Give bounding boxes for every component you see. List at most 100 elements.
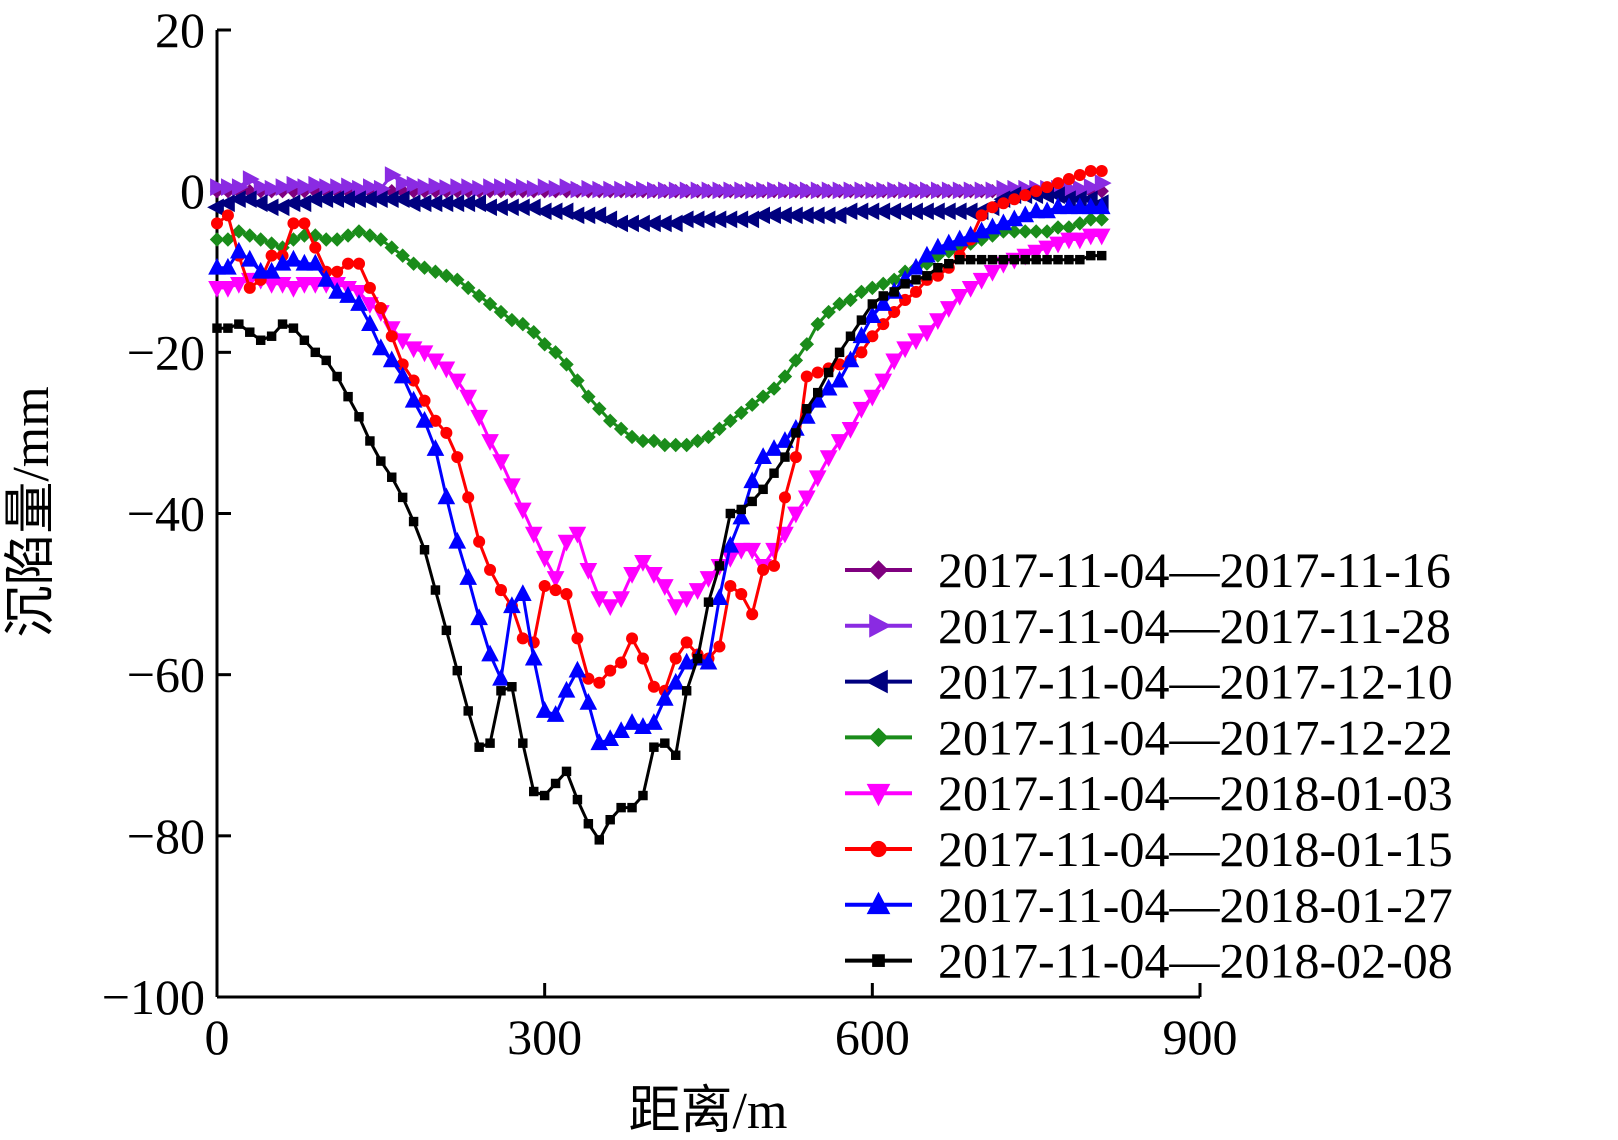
data-point	[950, 289, 969, 306]
data-point	[965, 254, 976, 265]
data-point	[231, 178, 249, 196]
x-tick-label: 0	[205, 1009, 230, 1065]
legend-entry: 2017-11-04—2018-01-15	[845, 821, 1453, 877]
data-point	[503, 596, 521, 614]
data-point	[362, 228, 378, 243]
data-point	[603, 180, 621, 199]
data-point	[1081, 228, 1100, 246]
data-point	[832, 296, 847, 312]
data-point	[550, 778, 561, 789]
data-point	[671, 750, 681, 760]
data-point	[701, 181, 719, 200]
legend-swatch-marker	[869, 613, 892, 638]
data-point	[1050, 220, 1066, 235]
data-point	[481, 644, 499, 662]
data-point	[983, 264, 1002, 282]
data-point	[339, 286, 357, 303]
data-point	[780, 452, 790, 462]
data-point	[471, 288, 487, 304]
data-point	[568, 660, 587, 678]
data-point	[404, 390, 423, 408]
data-point	[494, 584, 508, 597]
data-point	[876, 276, 891, 292]
data-point	[408, 516, 419, 527]
data-point	[1042, 254, 1052, 265]
data-point	[387, 472, 397, 482]
data-point	[909, 285, 923, 298]
data-point	[723, 181, 741, 200]
data-point	[788, 181, 806, 200]
series-4	[209, 212, 1109, 453]
data-point	[220, 232, 236, 247]
data-point	[504, 312, 520, 328]
data-point	[755, 389, 771, 404]
data-point	[393, 366, 412, 384]
legend-entry: 2017-11-04—2018-02-08	[845, 933, 1453, 989]
data-point	[911, 275, 921, 285]
data-point	[397, 492, 408, 503]
data-point	[854, 284, 869, 300]
data-point	[275, 178, 293, 196]
data-point	[627, 802, 637, 813]
data-point	[242, 228, 257, 243]
data-point	[287, 217, 300, 230]
data-point	[230, 276, 248, 294]
series-group	[207, 164, 1112, 845]
data-point	[778, 181, 795, 200]
data-point	[745, 181, 763, 200]
data-point	[800, 370, 813, 383]
data-point	[212, 323, 222, 333]
data-point	[579, 563, 598, 580]
data-point	[437, 487, 456, 505]
data-point	[221, 178, 238, 196]
data-point	[568, 526, 587, 544]
x-tick-label: 300	[507, 1009, 582, 1065]
data-point	[330, 178, 348, 196]
data-point	[634, 554, 652, 572]
data-point	[710, 588, 729, 606]
data-point	[799, 337, 815, 352]
data-point	[251, 261, 270, 279]
data-point	[321, 355, 331, 366]
legend-swatch-marker	[872, 954, 885, 967]
data-point	[690, 181, 708, 200]
data-point	[594, 835, 605, 845]
series-3	[207, 186, 1109, 233]
data-point	[448, 373, 467, 391]
data-point	[559, 178, 577, 196]
data-point	[797, 490, 816, 508]
data-point	[1071, 232, 1089, 250]
data-point	[1072, 216, 1088, 231]
data-point	[812, 387, 823, 398]
data-point	[1084, 164, 1097, 178]
data-point	[507, 682, 517, 692]
data-point	[714, 561, 725, 571]
data-point	[845, 331, 856, 341]
data-point	[721, 535, 740, 553]
data-point	[769, 468, 779, 478]
data-point	[768, 559, 781, 572]
data-point	[624, 429, 640, 445]
data-point	[505, 178, 522, 196]
data-point	[1020, 254, 1030, 265]
data-point	[363, 281, 376, 294]
data-point	[657, 437, 673, 453]
data-point	[382, 350, 401, 368]
data-point	[395, 174, 413, 192]
data-point	[361, 314, 379, 332]
data-point	[1062, 173, 1075, 186]
legend-swatch-marker	[866, 891, 891, 915]
data-point	[867, 299, 878, 309]
data-point	[605, 814, 615, 825]
data-point	[744, 397, 760, 412]
data-point	[592, 401, 607, 416]
data-point	[865, 181, 883, 200]
data-point	[1094, 174, 1112, 192]
data-point	[492, 668, 510, 686]
data-point	[331, 265, 344, 278]
data-point	[492, 454, 510, 471]
data-point	[1053, 254, 1063, 265]
data-point	[976, 254, 987, 265]
data-point	[974, 181, 992, 200]
data-point	[418, 394, 431, 407]
